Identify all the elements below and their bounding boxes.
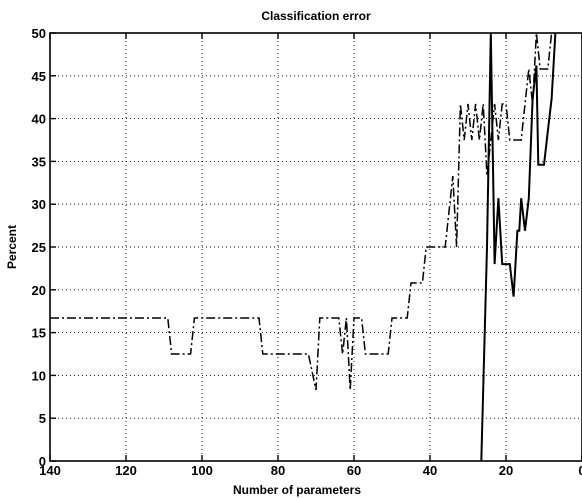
grid-lines [50, 33, 582, 461]
x-tick-label: 120 [115, 463, 137, 478]
y-tick-label: 0 [39, 454, 46, 469]
x-tick-label: 100 [191, 463, 213, 478]
chart-title: Classification error [261, 9, 371, 23]
y-tick-label: 20 [32, 283, 46, 298]
axis-ticks: 140 120 100 80 60 40 20 0 0 5 10 15 20 25 30 35 40 45 50 [32, 26, 582, 478]
y-tick-label: 40 [32, 112, 46, 127]
y-tick-label: 45 [32, 69, 46, 84]
y-tick-label: 15 [32, 326, 46, 341]
x-tick-label: 20 [499, 463, 513, 478]
data-series [50, 33, 557, 461]
y-tick-label: 30 [32, 197, 46, 212]
y-tick-label: 50 [32, 26, 46, 41]
x-tick-label: 40 [423, 463, 437, 478]
x-axis-label: Number of parameters [233, 483, 361, 497]
dash-dot-error-line [50, 33, 556, 391]
x-tick-label: 80 [271, 463, 285, 478]
y-tick-label: 35 [32, 154, 46, 169]
solid-error-line [480, 33, 557, 461]
x-tick-label: 140 [39, 463, 61, 478]
y-tick-label: 5 [39, 411, 46, 426]
x-tick-label: 60 [347, 463, 361, 478]
y-axis-label: Percent [5, 225, 19, 269]
x-tick-label: 0 [578, 463, 582, 478]
y-tick-label: 25 [32, 240, 46, 255]
y-tick-label: 10 [32, 368, 46, 383]
